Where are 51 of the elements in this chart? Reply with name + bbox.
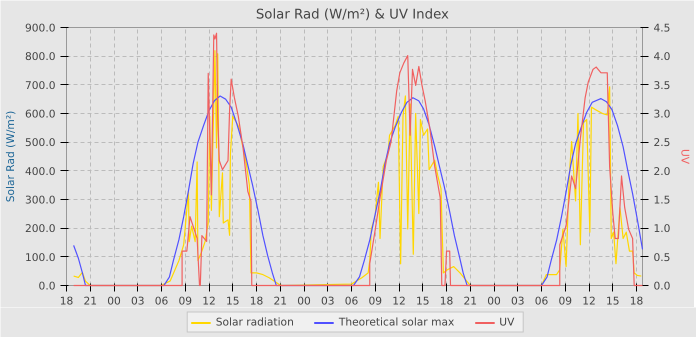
y2-tick-label: 1.5	[654, 194, 670, 206]
y2-tick-label: 1.0	[654, 222, 671, 236]
y2-tick-label: 4.5	[654, 22, 670, 34]
legend-label: Solar radiation	[216, 316, 294, 328]
y2-tick-label: 4.0	[654, 50, 671, 64]
y-tick-label: 500.0	[24, 136, 56, 150]
y-tick-label: 800.0	[24, 50, 56, 64]
y-tick-label: 700.0	[24, 78, 56, 92]
x-tick-label: 12	[582, 294, 596, 308]
x-tick-label: 21	[464, 294, 478, 308]
x-tick-label: 00	[297, 294, 312, 308]
x-tick-label: 15	[606, 294, 620, 308]
x-tick-label: 18	[250, 294, 264, 308]
x-tick-label: 00	[107, 294, 122, 308]
y2-tick-label: 3.0	[654, 108, 671, 120]
x-tick-label: 06	[534, 294, 549, 308]
y2-axis-title: UV	[678, 148, 692, 165]
legend-label: UV	[499, 316, 516, 328]
y2-tick-label: 0.5	[654, 250, 670, 264]
x-tick-label: 09	[368, 294, 382, 308]
x-tick-label: 18	[440, 294, 454, 308]
x-tick-label: 21	[83, 294, 98, 308]
x-tick-label: 06	[344, 294, 359, 308]
chart-title: Solar Rad (W/m²) & UV Index	[256, 8, 450, 22]
x-tick-label: 03	[321, 294, 335, 308]
y-tick-label: 600.0	[24, 108, 56, 120]
y2-tick-label: 3.5	[654, 78, 670, 92]
y-tick-label: 200.0	[24, 222, 56, 236]
x-tick-label: 21	[273, 294, 288, 308]
x-tick-label: 15	[226, 294, 240, 308]
x-tick-label: 09	[178, 294, 192, 308]
x-tick-label: 09	[558, 294, 572, 308]
y-tick-label: 300.0	[24, 194, 56, 206]
y-tick-label: 0.0	[38, 280, 56, 292]
x-tick-label: 15	[416, 294, 430, 308]
x-tick-label: 12	[202, 294, 216, 308]
y-tick-label: 900.0	[24, 22, 56, 34]
x-tick-label: 03	[511, 294, 525, 308]
x-tick-label: 12	[392, 294, 406, 308]
x-tick-label: 00	[487, 294, 502, 308]
y-axis-title: Solar Rad (W/m²)	[4, 110, 17, 202]
x-tick-label: 06	[154, 294, 169, 308]
x-tick-label: 18	[630, 294, 644, 308]
y-tick-label: 100.0	[24, 250, 56, 264]
x-tick-label: 18	[60, 294, 74, 308]
y2-tick-label: 2.5	[654, 136, 670, 150]
y2-tick-label: 2.0	[654, 164, 671, 178]
y-tick-label: 400.0	[24, 164, 56, 178]
x-tick-label: 03	[130, 294, 145, 308]
y2-tick-label: 0.0	[654, 280, 671, 292]
legend-label: Theoretical solar max	[338, 316, 454, 328]
